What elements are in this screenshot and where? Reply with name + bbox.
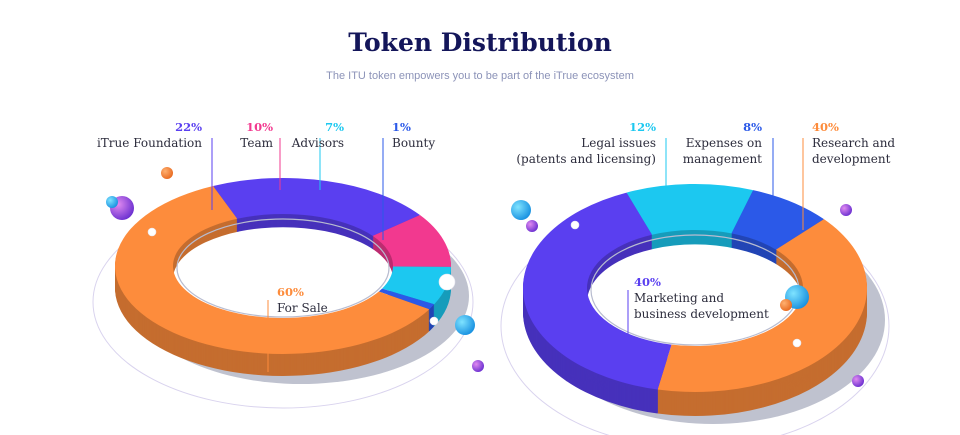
label-itrue-foundation: 22% iTrue Foundation xyxy=(96,120,202,150)
page-title: Token Distribution xyxy=(348,28,612,57)
bubble-decoration xyxy=(429,316,439,326)
bubble-decoration xyxy=(106,196,118,208)
slice-for-sale xyxy=(114,185,430,354)
bubble-decoration xyxy=(570,220,580,230)
slice-marketing-and-business-development xyxy=(522,192,672,390)
bubble-decoration xyxy=(780,299,792,311)
donut-chart-right xyxy=(500,138,890,435)
label-for-sale: 60% For Sale xyxy=(277,285,328,315)
decorative-bubbles xyxy=(106,167,864,387)
bubble-decoration xyxy=(161,167,173,179)
slice-expenses-on-management xyxy=(731,190,824,250)
donut-hole xyxy=(587,244,803,361)
slice-advisors xyxy=(382,266,451,305)
donut-hole xyxy=(173,227,393,332)
label-marketing-business: 40% Marketing and business development xyxy=(634,275,769,321)
bubble-decoration xyxy=(840,204,852,216)
slice-research-and-development xyxy=(657,219,868,393)
bubble-decoration xyxy=(455,315,475,335)
label-bounty: 1% Bounty xyxy=(392,120,436,150)
bubble-decoration xyxy=(511,200,531,220)
bubble-decoration xyxy=(472,360,484,372)
page-subtitle: The ITU token empowers you to be part of… xyxy=(326,70,634,82)
bubble-decoration xyxy=(438,273,456,291)
label-advisors: 7% Advisors xyxy=(291,120,344,150)
label-team: 10% Team xyxy=(240,120,273,150)
bubble-decoration xyxy=(526,220,538,232)
donut-hole-rim xyxy=(176,218,390,318)
slice-itrue-foundation xyxy=(213,178,420,236)
label-expenses-management: 8% Expenses on management xyxy=(682,120,762,166)
bubble-decoration xyxy=(852,375,864,387)
label-research-development: 40% Research and development xyxy=(812,120,896,166)
slice-legal-issues-patents-and-licensing xyxy=(626,183,754,235)
donut-chart-left xyxy=(92,138,474,409)
bubble-decoration xyxy=(792,338,802,348)
label-legal-issues: 12% Legal issues (patents and licensing) xyxy=(516,120,656,166)
bubble-decoration xyxy=(147,227,157,237)
slice-team xyxy=(372,215,451,267)
slice-bounty xyxy=(378,288,435,310)
